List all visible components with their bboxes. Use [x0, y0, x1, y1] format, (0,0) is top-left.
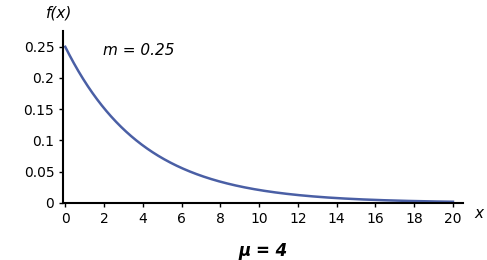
Text: f(x): f(x): [46, 6, 73, 21]
Text: m = 0.25: m = 0.25: [103, 43, 175, 58]
Text: μ = 4: μ = 4: [238, 242, 288, 260]
Text: x: x: [475, 206, 484, 220]
